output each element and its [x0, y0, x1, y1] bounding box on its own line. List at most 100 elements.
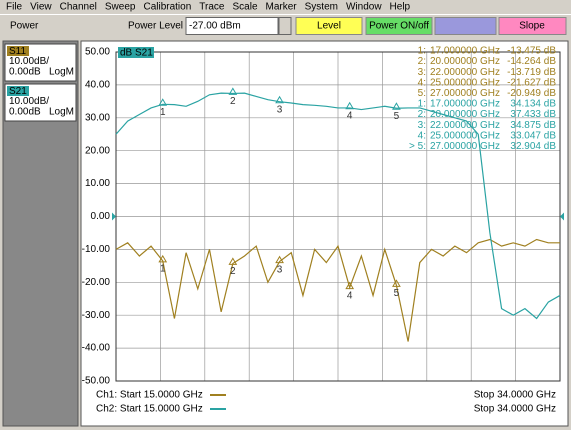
menu-item[interactable]: Window	[346, 2, 382, 13]
marker-id: > 5:	[409, 141, 426, 152]
marker-value: -20.949 dB	[507, 88, 556, 99]
power-button[interactable]	[365, 17, 433, 35]
y-tick-label: 40.00	[85, 80, 110, 91]
marker-freq: 22.000000 GHz	[430, 120, 500, 131]
y-tick-label: 50.00	[85, 47, 110, 58]
marker-label: 5	[394, 288, 400, 299]
marker-value: 33.047 dB	[510, 130, 556, 141]
marker-id: 2:	[418, 56, 426, 67]
marker	[345, 101, 355, 110]
marker-id: 2:	[418, 109, 426, 120]
marker-freq: 22.000000 GHz	[430, 67, 500, 78]
marker-value: -14.264 dB	[507, 56, 556, 67]
marker-value: -21.627 dB	[507, 77, 556, 88]
menu-item[interactable]: Scale	[232, 2, 257, 13]
marker-id: 1:	[418, 99, 426, 110]
marker-label: 1	[160, 107, 166, 118]
trace-line	[115, 92, 561, 320]
menu-item[interactable]: Sweep	[105, 2, 136, 13]
marker-freq: 20.000000 GHz	[430, 109, 500, 120]
y-tick-label: 10.00	[85, 178, 110, 189]
marker-value: -13.475 dB	[507, 46, 556, 57]
toolbar-section: Power	[10, 21, 39, 32]
marker-id: 4:	[418, 130, 426, 141]
marker	[392, 279, 401, 287]
y-tick-label: 0.00	[91, 211, 111, 222]
button-label[interactable]: Power ON/off	[369, 21, 429, 32]
trace-format: LogM	[49, 107, 74, 118]
power-input[interactable]	[185, 17, 279, 35]
menu-item[interactable]: Help	[390, 2, 411, 13]
menu-item[interactable]: Marker	[266, 2, 298, 13]
trace-scale: 10.00dB/	[9, 56, 49, 67]
y-tick-label: -30.00	[82, 310, 111, 321]
footer-stop: Stop 34.0000 GHz	[474, 404, 556, 415]
footer-start: Ch2: Start 15.0000 GHz	[96, 404, 203, 415]
marker-label: 3	[277, 104, 283, 115]
trace-format: LogM	[49, 67, 74, 78]
footer-start: Ch1: Start 15.0000 GHz	[96, 390, 203, 401]
marker	[275, 255, 284, 264]
marker	[275, 95, 284, 104]
marker	[158, 254, 168, 263]
marker-id: 4:	[418, 77, 426, 88]
menu-item[interactable]: View	[30, 2, 52, 13]
marker-id: 3:	[418, 120, 426, 131]
marker-freq: 27.000000 GHz	[430, 88, 500, 99]
y-tick-label: 30.00	[85, 112, 110, 123]
y-tick-label: -50.00	[82, 376, 111, 387]
trace-scale: 10.00dB/	[9, 96, 49, 107]
menu-item[interactable]: Trace	[199, 2, 225, 13]
marker-label: 2	[230, 96, 236, 107]
spinner[interactable]	[278, 17, 292, 35]
trace-name: S11	[9, 46, 26, 57]
marker-freq: 20.000000 GHz	[430, 56, 500, 67]
marker	[228, 257, 238, 265]
marker-freq: 17.000000 GHz	[430, 46, 500, 57]
ref-arrow	[112, 212, 116, 221]
marker-label: 3	[277, 264, 283, 275]
marker-freq: 17.000000 GHz	[430, 99, 500, 110]
menu-item[interactable]: Channel	[60, 2, 97, 13]
menu-item[interactable]: System	[305, 2, 338, 13]
trace-ref: 0.00dB	[9, 67, 41, 78]
menu-item[interactable]: Calibration	[143, 2, 191, 13]
marker-value: 34.875 dB	[510, 120, 556, 131]
trace-tag	[7, 46, 29, 56]
marker-value: 34.134 dB	[510, 99, 556, 110]
blank-button[interactable]	[434, 17, 497, 35]
marker	[158, 98, 168, 106]
marker-id: 3:	[418, 67, 426, 78]
marker	[392, 102, 401, 110]
slope-button[interactable]	[498, 17, 567, 35]
marker-value: 37.433 dB	[510, 109, 556, 120]
trace-label-bg	[118, 47, 154, 58]
power-value[interactable]: -27.00 dBm	[189, 21, 241, 32]
button-label[interactable]: Slope	[519, 21, 545, 32]
marker-label: 4	[347, 290, 353, 301]
trace-tag	[7, 86, 29, 96]
marker-value: -13.719 dB	[507, 67, 556, 78]
trace-label: dB S21	[120, 48, 153, 59]
button-label[interactable]: Level	[317, 21, 341, 32]
ref-arrow	[560, 212, 564, 221]
y-tick-label: 20.00	[85, 145, 110, 156]
y-tick-label: -20.00	[82, 277, 111, 288]
marker	[228, 87, 238, 95]
y-tick-label: -40.00	[82, 343, 111, 354]
marker-value: 32.904 dB	[510, 141, 556, 152]
field-label: Power Level	[128, 21, 183, 32]
trace-name: S21	[9, 86, 27, 97]
y-tick-label: -10.00	[82, 244, 111, 255]
menu-item[interactable]: File	[6, 2, 23, 13]
marker-label: 1	[160, 263, 166, 274]
marker-label: 4	[347, 110, 353, 121]
marker-label: 2	[230, 266, 236, 277]
marker-freq: 25.000000 GHz	[430, 77, 500, 88]
footer-stop: Stop 34.0000 GHz	[474, 390, 556, 401]
marker-id: 5:	[418, 88, 426, 99]
trace-line	[115, 238, 560, 342]
level-button[interactable]	[295, 17, 363, 35]
trace-ref: 0.00dB	[9, 107, 41, 118]
marker	[345, 281, 355, 290]
